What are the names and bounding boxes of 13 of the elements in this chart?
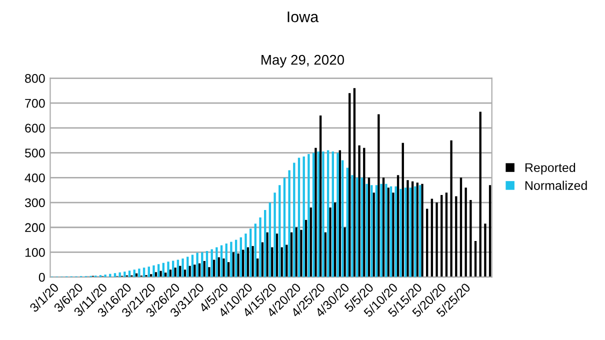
legend-label: Reported [525,162,576,175]
y-tick-label: 800 [25,74,45,83]
y-tick-label: 300 [24,198,45,208]
y-tick-label: 700 [25,98,45,108]
y-tick-label: 400 [24,173,45,182]
chart-subtitle: May 29, 2020 [262,54,344,68]
y-tick-label: 0 [38,272,45,282]
y-tick-label: 600 [25,124,45,133]
legend-label: Normalized [525,180,587,190]
chart-title: Iowa [288,12,319,22]
y-tick-label: 200 [25,223,45,232]
y-tick-label: 500 [25,148,45,158]
y-tick-label: 100 [25,248,45,257]
